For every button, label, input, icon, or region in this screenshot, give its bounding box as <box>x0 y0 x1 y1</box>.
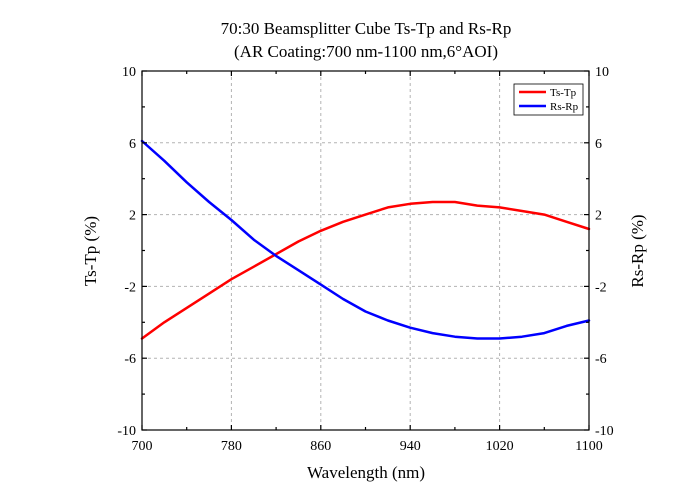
legend-label-ts-tp: Ts-Tp <box>550 87 577 99</box>
y-tick-label-left: -2 <box>124 280 136 295</box>
x-tick-label: 700 <box>132 439 153 454</box>
series-group <box>140 139 591 340</box>
x-axis-label: Wavelength (nm) <box>307 463 425 482</box>
x-tick-label: 1100 <box>575 439 602 454</box>
grid <box>142 71 589 430</box>
legend-box <box>513 83 584 116</box>
y-tick-label-left: 10 <box>122 65 136 80</box>
x-tick-label: 780 <box>221 439 242 454</box>
y-axis-label-right: Rs-Rp (%) <box>628 214 647 287</box>
x-tick-label: 940 <box>400 439 421 454</box>
chart-subtitle: (AR Coating:700 nm-1100 nm,6°AOI) <box>234 42 498 61</box>
series-line-ts-tp <box>140 200 591 340</box>
y-tick-label-left: -6 <box>124 352 136 367</box>
legend-label-rs-rp: Rs-Rp <box>550 101 579 113</box>
series-line-rs-rp <box>140 139 591 340</box>
y-axis-label-left: Ts-Tp (%) <box>81 216 100 286</box>
legend: Ts-Tp Rs-Rp <box>513 83 584 116</box>
y-tick-label-right: -2 <box>595 280 607 295</box>
y-tick-label-right: 2 <box>595 209 602 224</box>
chart-title: 70:30 Beamsplitter Cube Ts-Tp and Rs-Rp <box>221 19 512 38</box>
y-tick-label-right: 6 <box>595 137 602 152</box>
y-tick-label-left: -10 <box>117 424 136 439</box>
y-tick-label-left: 6 <box>129 137 136 152</box>
ticks: 700 780 860 940 1020 1100-10 -10-6 -6-2 -22 26 610… <box>117 65 613 454</box>
y-tick-label-right: -6 <box>595 352 607 367</box>
x-tick-label: 860 <box>310 439 331 454</box>
y-tick-label-left: 2 <box>129 209 136 224</box>
x-tick-label: 1020 <box>486 439 514 454</box>
y-tick-label-right: -10 <box>595 424 614 439</box>
y-tick-label-right: 10 <box>595 65 609 80</box>
plot-frame <box>141 70 590 431</box>
